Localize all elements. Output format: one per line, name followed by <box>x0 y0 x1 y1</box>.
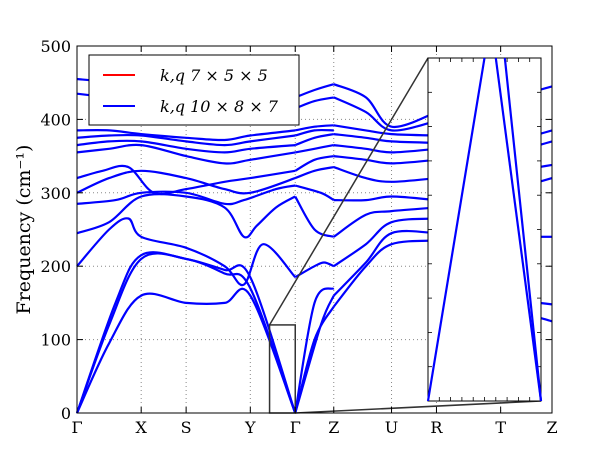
band-line-29 <box>333 229 437 297</box>
y-tick-label-4: 400 <box>40 110 71 129</box>
inset-plot <box>268 57 543 414</box>
band-line-33 <box>333 166 437 183</box>
ticks <box>76 45 553 414</box>
y-tick-label-3: 300 <box>40 184 71 203</box>
band-line-10 <box>76 133 296 147</box>
band-line-27 <box>294 83 335 99</box>
band-line-0 <box>75 287 297 414</box>
band-line-19 <box>294 184 335 202</box>
band-line-21 <box>294 155 334 172</box>
band-line-15 <box>294 295 335 414</box>
band-line-3 <box>76 217 297 287</box>
band-line-5 <box>76 184 296 206</box>
tick-labels: 0 100 200 300 400 500 Γ X S Y Γ Z U R T Z <box>40 37 557 437</box>
y-tick-label-1: 100 <box>40 331 71 350</box>
band-line-30 <box>333 217 437 268</box>
band-line-8 <box>76 143 296 165</box>
inset-band-0 <box>426 57 486 402</box>
legend-label-red: k,q 7 × 5 × 5 <box>160 66 268 85</box>
x-tick-label-4: Γ <box>290 418 301 437</box>
zoom-connector-bottom <box>295 400 542 414</box>
legend: k,q 7 × 5 × 5 k,q 10 × 8 × 7 <box>88 54 300 126</box>
band-line-17 <box>294 261 335 279</box>
band-line-6 <box>76 169 296 195</box>
y-axis-label: Frequency (cm⁻¹) <box>13 145 35 315</box>
legend-box <box>88 54 300 126</box>
plot-frame <box>76 45 553 414</box>
x-tick-label-8: T <box>495 418 506 437</box>
x-tick-label-6: U <box>385 418 398 437</box>
band-line-37 <box>333 124 437 137</box>
y-tick-label-5: 500 <box>40 37 71 56</box>
band-line-4 <box>76 193 296 239</box>
zoom-connector-top <box>268 57 429 326</box>
band-line-22 <box>295 144 334 154</box>
band-line-11 <box>76 129 296 142</box>
band-line-26 <box>294 96 334 110</box>
band-line-36 <box>333 133 437 144</box>
band-line-23 <box>294 133 334 147</box>
x-tick-label-9: Z <box>546 418 557 437</box>
x-tick-label-7: R <box>430 418 443 437</box>
x-tick-label-0: Γ <box>71 418 82 437</box>
legend-label-blue: k,q 10 × 8 × 7 <box>160 97 279 116</box>
band-line-35 <box>333 144 437 154</box>
y-tick-label-2: 200 <box>40 257 71 276</box>
x-tick-label-3: Y <box>244 418 256 437</box>
band-line-32 <box>333 195 437 202</box>
inset-band-2 <box>503 57 543 402</box>
band-line-20 <box>294 166 334 180</box>
band-line-14 <box>294 306 335 414</box>
band-line-2 <box>75 251 297 414</box>
band-line-39 <box>333 83 437 128</box>
inset-band-1 <box>494 57 543 402</box>
band-line-34 <box>333 155 437 165</box>
x-tick-label-1: X <box>135 418 147 437</box>
band-line-1 <box>75 252 297 414</box>
band-line-31 <box>333 206 437 238</box>
band-line-25 <box>294 124 334 132</box>
x-tick-label-5: Z <box>328 418 339 437</box>
band-line-38 <box>333 96 437 132</box>
band-line-28 <box>332 239 437 308</box>
inset-frame <box>427 57 542 402</box>
band-line-18 <box>294 195 335 238</box>
band-line-24 <box>294 128 334 137</box>
x-tick-label-2: S <box>181 418 192 437</box>
band-line-7 <box>76 164 296 196</box>
y-tick-label-0: 0 <box>61 404 71 423</box>
band-line-9 <box>76 139 296 154</box>
band-line-16 <box>294 287 335 414</box>
